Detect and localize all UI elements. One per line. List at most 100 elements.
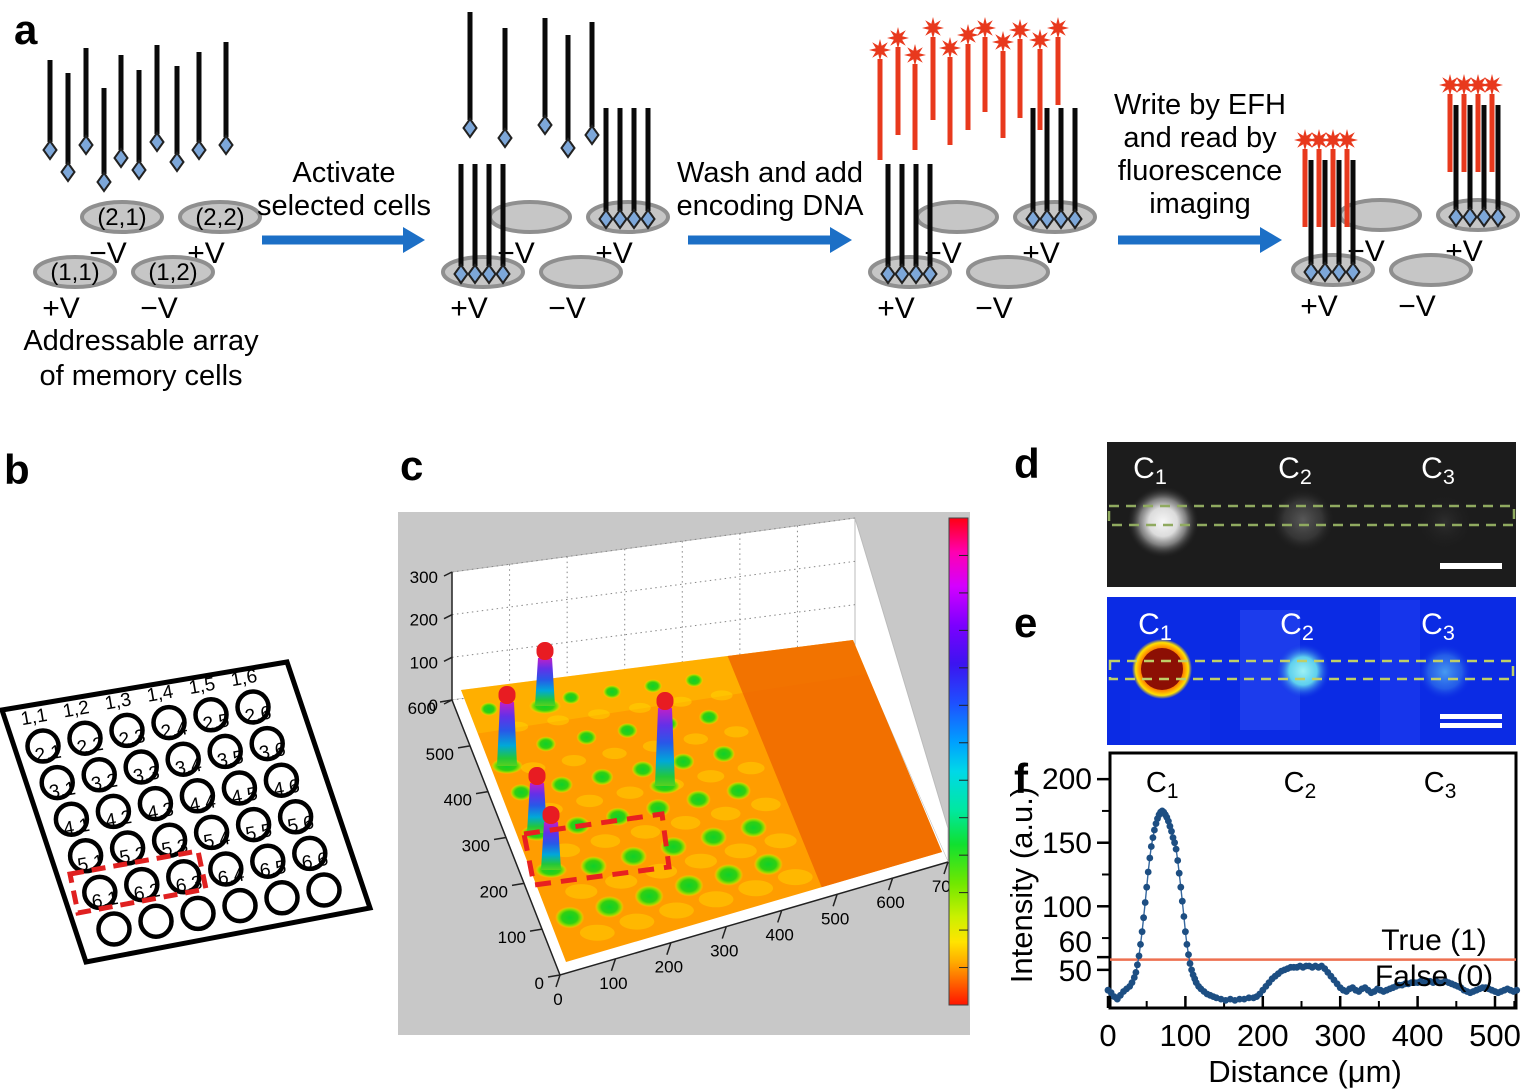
fluorophore-star-icon <box>992 31 1014 53</box>
probe-tip-icon <box>1448 206 1464 228</box>
memory-cell-circle <box>53 801 90 837</box>
cell-coordinate-label: 3,2 <box>90 770 120 795</box>
probe-tip-icon <box>1462 206 1478 228</box>
cell-coordinate-label: 5,4 <box>202 828 232 853</box>
scale-bar <box>1440 563 1502 569</box>
memory-cell-circle <box>193 814 230 851</box>
array-caption: Addressable array <box>23 325 259 357</box>
site-label: C2 <box>1278 452 1312 489</box>
memory-cell-circle <box>249 725 285 762</box>
panel-c: c 30020010006005004003002001000010020030… <box>398 442 970 1035</box>
fluorophore-star-icon <box>1047 17 1069 39</box>
probe-tip-icon <box>1067 208 1083 230</box>
probe-tip-icon <box>598 208 614 230</box>
memory-cell-circle <box>222 887 258 924</box>
step-label: and read by <box>1123 122 1277 154</box>
probe-tip-icon <box>60 161 76 183</box>
fluorophore-star-icon <box>939 37 961 59</box>
panel-f: f Intensity (a.u.) Distance (μm) 200 150 1… <box>1004 751 1521 1089</box>
fluorophore-star-icon <box>904 44 926 66</box>
x-tick-label: 600 <box>876 893 904 912</box>
data-point <box>1513 986 1521 994</box>
probe-tip-icon <box>537 114 553 136</box>
site-label: C1 <box>1133 452 1167 489</box>
data-point <box>1166 822 1174 830</box>
voltage-label: +V <box>877 292 915 325</box>
probe-tip-icon <box>1331 261 1347 283</box>
dna-spot-bump <box>550 776 573 794</box>
dna-spot-bump <box>685 673 704 688</box>
y-tick-label: 600 <box>408 699 436 718</box>
cell-coordinate-label: 4,1 <box>62 815 92 840</box>
fluorophore-star-icon <box>974 17 996 39</box>
spot-c2 <box>1271 488 1335 552</box>
dna-spot-bump <box>617 722 638 739</box>
z-tick-label: 300 <box>410 568 438 587</box>
cell-coordinate-label: 3,6 <box>258 739 288 764</box>
memory-cell-circle <box>277 799 314 835</box>
data-point <box>1130 974 1138 981</box>
y-tick-label: 50 <box>1059 955 1092 988</box>
dna-spot-bump <box>700 827 727 848</box>
data-point <box>1175 869 1183 877</box>
fluorophore-star-icon <box>1481 74 1503 96</box>
x-tick-label: 400 <box>766 925 794 944</box>
probe-tip-icon <box>880 263 896 285</box>
site-label: C2 <box>1284 767 1317 803</box>
cell-coordinate-label: 2,5 <box>201 710 231 735</box>
cell-coordinate-label: 4,4 <box>188 791 218 816</box>
probe-tip-icon <box>96 171 112 193</box>
dna-spot-bump <box>591 768 614 786</box>
cell-coordinate-label: 3,5 <box>216 747 246 772</box>
probe-tip-icon <box>908 263 924 285</box>
dna-spot-bump <box>740 817 767 838</box>
probe-tip-icon <box>626 208 642 230</box>
memory-cell <box>178 200 262 234</box>
voltage-label: +V <box>450 292 488 325</box>
cell-coordinate-label: 1,2 <box>61 697 91 722</box>
dna-spot-bump <box>631 760 654 778</box>
memory-cell <box>966 255 1050 289</box>
x-tick-label: 200 <box>1237 1018 1289 1053</box>
spot-c3 <box>1417 644 1473 700</box>
step-arrow-icon <box>262 227 425 253</box>
panel-e-label: e <box>1014 599 1037 646</box>
probe-tip-icon <box>131 159 147 181</box>
site-label: C1 <box>1146 767 1179 803</box>
memory-cell <box>539 255 623 289</box>
data-point <box>1180 913 1188 920</box>
cell-coordinate-label: 1,3 <box>103 689 133 714</box>
probe-tip-icon <box>149 131 165 153</box>
site-label: C3 <box>1421 452 1455 489</box>
cell-coordinate-label: 3,3 <box>132 763 162 788</box>
voltage-label: +V <box>1300 290 1338 323</box>
cell-coordinate-label: 6,4 <box>216 864 246 889</box>
dna-spot-bump <box>698 709 720 725</box>
data-point <box>1132 969 1140 976</box>
data-point <box>1183 941 1191 948</box>
data-point <box>1186 960 1194 967</box>
fluorophore-star-icon <box>1467 74 1489 96</box>
probe-tip-icon <box>1025 208 1041 230</box>
dna-spot-bump <box>714 864 744 886</box>
tall-peak <box>527 783 547 833</box>
dna-spot-bump <box>535 736 557 752</box>
data-point <box>1137 941 1144 948</box>
cell-coordinate-label: 1,4 <box>145 681 175 706</box>
memory-cell-circle <box>193 697 229 733</box>
probe-tip-icon <box>42 139 58 161</box>
dna-spot-bump <box>620 846 647 867</box>
data-point <box>1135 952 1143 960</box>
memory-cell-circle <box>264 880 300 916</box>
spot-c1 <box>1127 486 1199 558</box>
x-tick-label: 500 <box>1469 1018 1521 1053</box>
cell-coordinate-label: 4,3 <box>146 799 176 824</box>
line-profile-region <box>1107 504 1516 527</box>
dna-spot-bump <box>602 685 622 699</box>
cell-coordinate-label: 3,1 <box>48 778 78 803</box>
y-tick-label: 200 <box>480 882 508 901</box>
memory-cell-circle <box>207 733 243 770</box>
spot-c1 <box>1141 648 1183 690</box>
x-tick-label: 0 <box>553 990 562 1009</box>
probe-tip-icon <box>612 208 628 230</box>
